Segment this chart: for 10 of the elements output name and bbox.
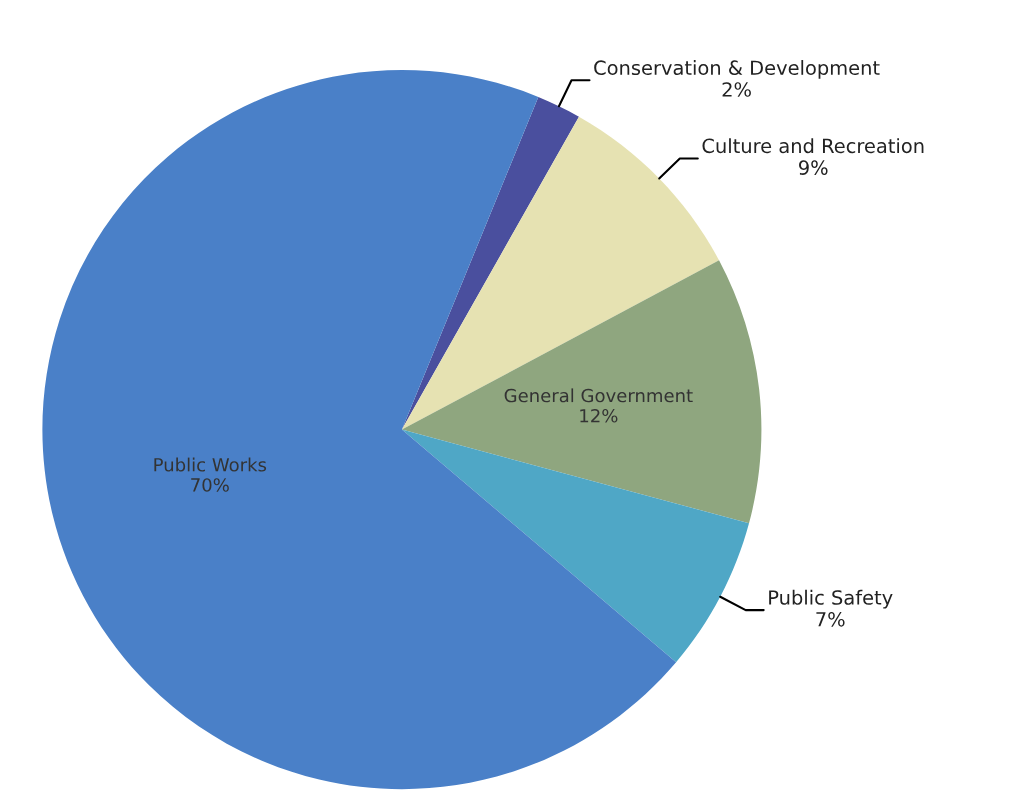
data-label: 7% <box>816 611 845 627</box>
slice-label: General Government <box>504 388 693 403</box>
slice-label: Public Works <box>154 457 267 472</box>
slice-label: Culture and Recreation <box>702 138 924 154</box>
data-label: 70% <box>191 478 229 492</box>
data-label: 2% <box>722 82 751 97</box>
data-label: 12% <box>580 408 618 423</box>
slice-label: Public Safety <box>769 589 893 609</box>
data-label: 9% <box>799 160 828 175</box>
slice-label: Conservation & Development <box>594 60 880 79</box>
